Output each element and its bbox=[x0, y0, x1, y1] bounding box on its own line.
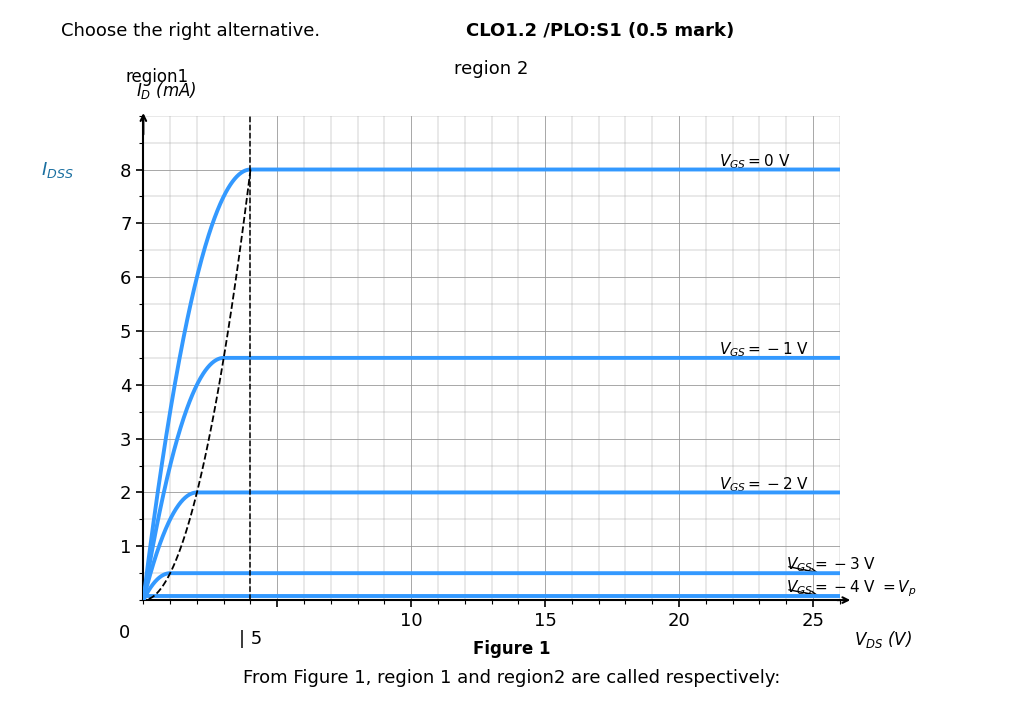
Text: From Figure 1, region 1 and region2 are called respectively:: From Figure 1, region 1 and region2 are … bbox=[244, 669, 780, 687]
Text: $V_{GS} = -4$ V $= V_p$: $V_{GS} = -4$ V $= V_p$ bbox=[786, 578, 916, 599]
Text: region1: region1 bbox=[125, 68, 188, 86]
Text: $V_{GS} = -1$ V: $V_{GS} = -1$ V bbox=[719, 341, 809, 359]
Text: 0: 0 bbox=[119, 624, 130, 642]
Text: | 5: | 5 bbox=[239, 630, 262, 648]
Text: $I_{DSS}$: $I_{DSS}$ bbox=[41, 160, 74, 179]
Text: $V_{GS} = -3$ V: $V_{GS} = -3$ V bbox=[786, 556, 877, 575]
Text: $I_D$ (mA): $I_D$ (mA) bbox=[136, 80, 197, 101]
Text: Figure 1: Figure 1 bbox=[473, 640, 551, 658]
Text: CLO1.2 /PLO:S1 (0.5 mark): CLO1.2 /PLO:S1 (0.5 mark) bbox=[466, 22, 734, 40]
Text: region 2: region 2 bbox=[455, 60, 528, 78]
Text: $V_{GS} = 0$ V: $V_{GS} = 0$ V bbox=[719, 152, 791, 171]
Text: Choose the right alternative.: Choose the right alternative. bbox=[61, 22, 327, 40]
Text: $V_{DS}$ (V): $V_{DS}$ (V) bbox=[854, 629, 911, 650]
Text: $V_{GS} = -2$ V: $V_{GS} = -2$ V bbox=[719, 475, 809, 494]
